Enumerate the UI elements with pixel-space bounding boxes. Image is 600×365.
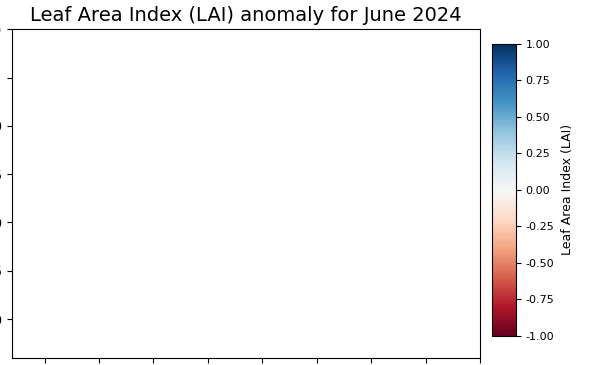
- Y-axis label: Leaf Area Index (LAI): Leaf Area Index (LAI): [562, 124, 574, 256]
- Title: Leaf Area Index (LAI) anomaly for June 2024: Leaf Area Index (LAI) anomaly for June 2…: [30, 6, 462, 25]
